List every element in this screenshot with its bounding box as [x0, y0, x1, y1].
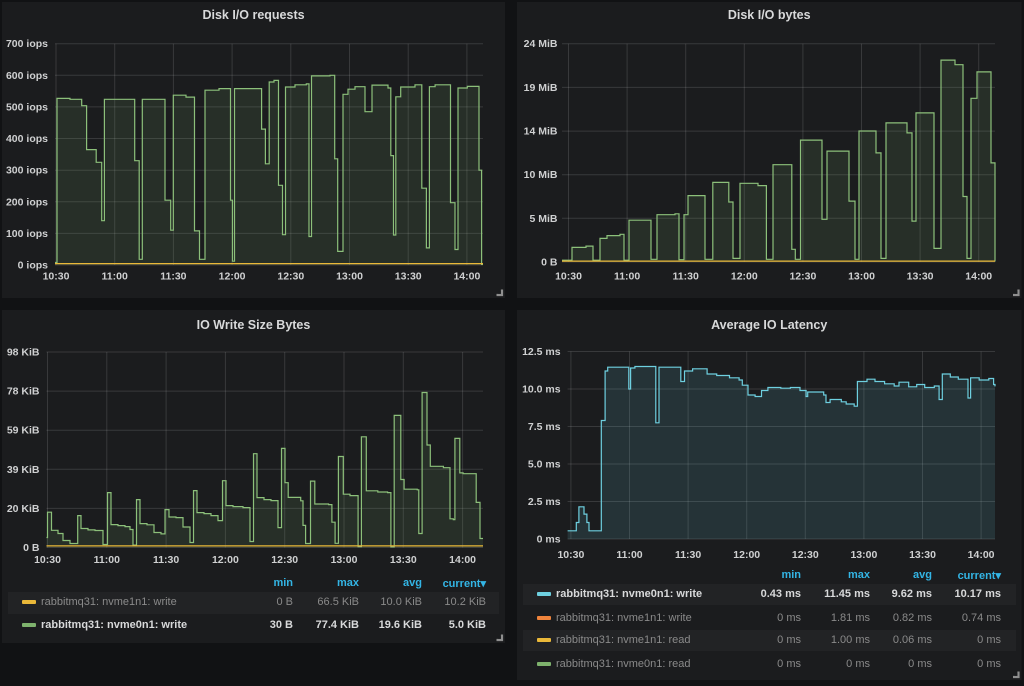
svg-text:IO Write Size Bytes: IO Write Size Bytes	[197, 318, 311, 332]
svg-text:0 B: 0 B	[23, 542, 40, 554]
svg-text:11:30: 11:30	[675, 549, 701, 561]
svg-text:5.0 ms: 5.0 ms	[528, 459, 561, 471]
svg-text:300 iops: 300 iops	[6, 165, 48, 177]
svg-text:11:30: 11:30	[160, 271, 186, 283]
svg-text:200 iops: 200 iops	[6, 196, 48, 208]
svg-text:12.5 ms: 12.5 ms	[522, 346, 561, 358]
svg-text:13:00: 13:00	[848, 271, 875, 283]
svg-text:11:30: 11:30	[153, 554, 179, 566]
svg-text:2.5 ms: 2.5 ms	[528, 496, 561, 508]
svg-text:13:30: 13:30	[909, 549, 936, 561]
svg-text:13:00: 13:00	[850, 549, 877, 561]
svg-text:100 iops: 100 iops	[6, 228, 48, 240]
svg-text:14:00: 14:00	[968, 549, 995, 561]
svg-text:14 MiB: 14 MiB	[524, 126, 558, 138]
svg-text:20 KiB: 20 KiB	[7, 503, 40, 515]
svg-text:11:00: 11:00	[94, 554, 120, 566]
svg-text:13:30: 13:30	[395, 271, 422, 283]
svg-text:59 KiB: 59 KiB	[7, 425, 40, 437]
svg-text:Average IO Latency: Average IO Latency	[711, 318, 827, 332]
svg-text:13:00: 13:00	[331, 554, 358, 566]
svg-text:12:30: 12:30	[789, 271, 816, 283]
svg-text:12:30: 12:30	[792, 549, 819, 561]
svg-text:11:00: 11:00	[616, 549, 642, 561]
svg-text:500 iops: 500 iops	[6, 101, 48, 113]
svg-text:10:30: 10:30	[557, 549, 584, 561]
svg-text:10:30: 10:30	[34, 554, 61, 566]
svg-text:10:30: 10:30	[555, 271, 582, 283]
svg-text:13:30: 13:30	[390, 554, 417, 566]
svg-text:0 B: 0 B	[541, 257, 558, 269]
svg-text:400 iops: 400 iops	[6, 133, 48, 145]
svg-text:12:30: 12:30	[271, 554, 298, 566]
svg-text:11:30: 11:30	[673, 271, 699, 283]
svg-text:600 iops: 600 iops	[6, 70, 48, 82]
svg-text:12:00: 12:00	[733, 549, 760, 561]
svg-text:39 KiB: 39 KiB	[7, 464, 40, 476]
svg-text:0 iops: 0 iops	[18, 260, 49, 272]
svg-text:14:00: 14:00	[453, 271, 480, 283]
svg-text:12:00: 12:00	[731, 271, 758, 283]
svg-text:12:00: 12:00	[219, 271, 246, 283]
svg-text:14:00: 14:00	[449, 554, 476, 566]
svg-text:10 MiB: 10 MiB	[524, 169, 558, 181]
svg-text:11:00: 11:00	[614, 271, 640, 283]
svg-text:10.0 ms: 10.0 ms	[522, 384, 561, 396]
svg-text:14:00: 14:00	[965, 271, 992, 283]
svg-text:12:00: 12:00	[212, 554, 239, 566]
svg-text:12:30: 12:30	[277, 271, 304, 283]
svg-text:13:30: 13:30	[907, 271, 934, 283]
svg-text:13:00: 13:00	[336, 271, 363, 283]
svg-text:5 MiB: 5 MiB	[529, 213, 557, 225]
svg-text:Disk I/O bytes: Disk I/O bytes	[728, 8, 811, 22]
svg-text:Disk I/O requests: Disk I/O requests	[202, 8, 304, 22]
svg-text:98 KiB: 98 KiB	[7, 347, 40, 359]
svg-text:11:00: 11:00	[102, 271, 128, 283]
svg-text:10:30: 10:30	[43, 271, 70, 283]
svg-text:700 iops: 700 iops	[6, 38, 48, 50]
svg-text:24 MiB: 24 MiB	[524, 38, 558, 50]
svg-text:78 KiB: 78 KiB	[7, 386, 40, 398]
svg-text:0 ms: 0 ms	[537, 534, 561, 546]
svg-text:19 MiB: 19 MiB	[524, 82, 558, 94]
svg-text:7.5 ms: 7.5 ms	[528, 421, 561, 433]
